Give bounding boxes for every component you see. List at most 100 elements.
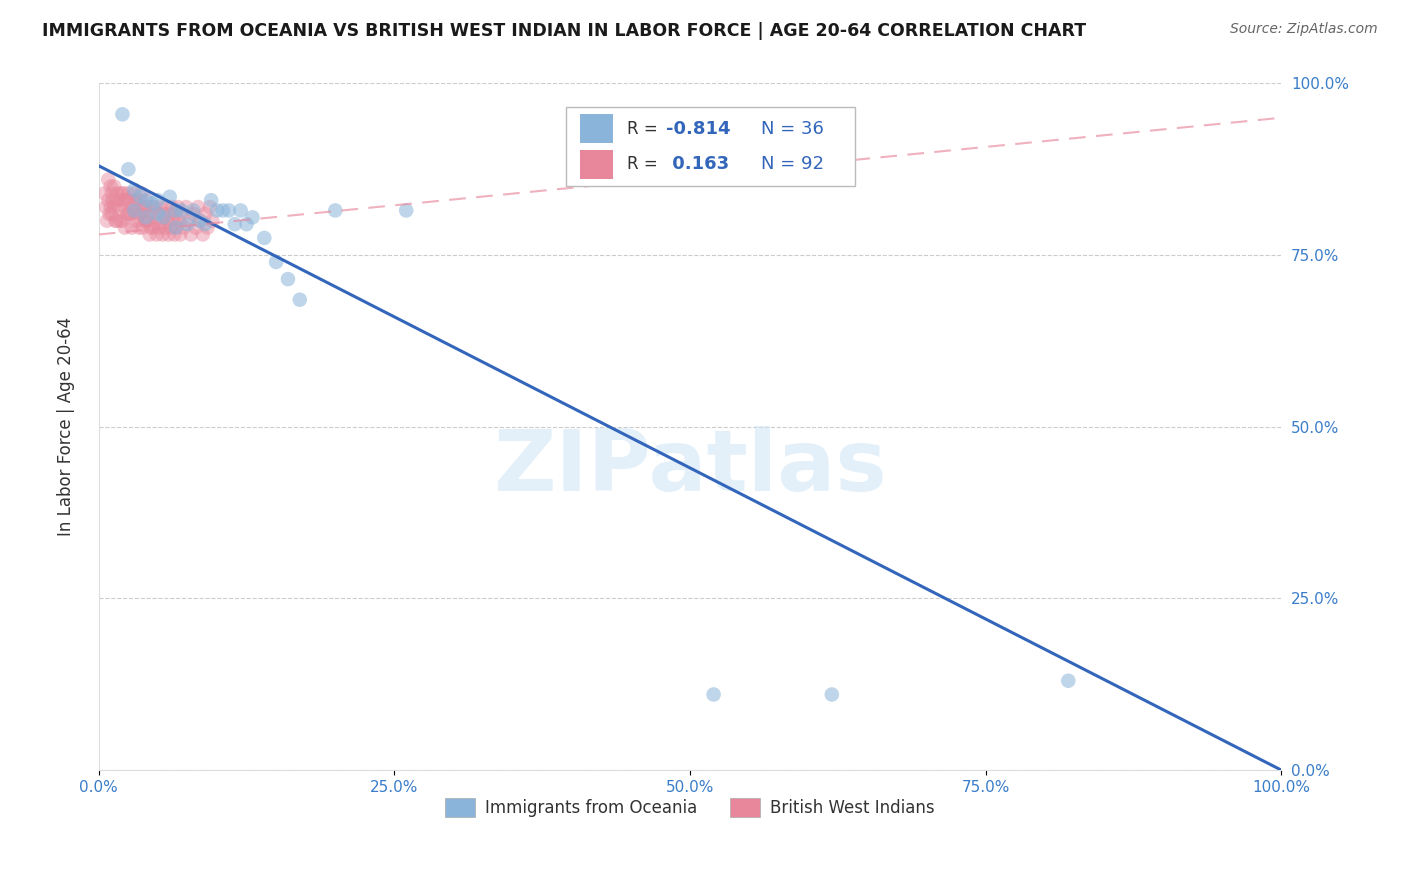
Point [129,190,152,204]
Point [122,183,145,197]
Point [160,220,183,235]
Text: ZIPatlas: ZIPatlas [494,426,887,509]
Point [323,203,346,218]
Point [115,193,138,207]
Point [112,186,135,201]
FancyBboxPatch shape [581,150,613,178]
Point [114,220,136,235]
Text: R =: R = [627,155,664,173]
Point [141,196,163,211]
Point [188,213,211,227]
Point [149,200,172,214]
Text: 0.163: 0.163 [666,155,730,173]
Point [194,217,217,231]
Point [143,200,166,214]
Text: -0.814: -0.814 [666,120,731,137]
Point [122,203,145,218]
Point [176,217,198,231]
Point [205,203,228,218]
FancyBboxPatch shape [581,114,613,143]
Point [218,203,240,218]
Point [108,213,131,227]
Point [114,200,136,214]
Point [146,207,169,221]
Point [131,220,153,235]
Point [191,227,214,242]
Point [170,203,193,218]
Point [194,207,217,221]
Point [197,220,219,235]
Point [105,213,128,227]
FancyBboxPatch shape [565,107,855,186]
Point [124,193,146,207]
Point [141,200,163,214]
Point [160,200,183,214]
Point [277,272,299,286]
Point [111,193,134,207]
Text: Source: ZipAtlas.com: Source: ZipAtlas.com [1230,22,1378,37]
Point [242,211,264,225]
Point [155,200,177,214]
Point [121,220,143,235]
Point [150,213,173,227]
Point [138,213,160,227]
Point [97,193,120,207]
Point [212,203,235,218]
Text: N = 92: N = 92 [761,155,824,173]
Point [132,200,155,214]
Point [142,220,165,235]
Point [165,220,187,235]
Point [135,213,157,227]
Point [153,220,176,235]
Point [129,200,152,214]
Point [131,186,153,201]
Point [107,186,129,201]
Point [115,207,138,221]
Point [98,207,121,221]
Point [184,220,207,235]
Point [96,213,118,227]
Point [127,193,149,207]
Point [136,200,159,214]
Point [104,213,127,227]
Point [94,200,117,214]
Point [110,186,132,201]
Point [183,203,205,218]
Point [128,220,150,235]
Point [146,193,169,207]
Point [145,213,167,227]
Point [153,207,176,221]
Point [105,193,128,207]
Point [135,193,157,207]
Point [146,207,169,221]
Text: R =: R = [627,120,664,137]
Point [134,213,156,227]
Point [111,107,134,121]
Point [229,203,252,218]
Point [111,213,134,227]
Point [139,207,162,221]
Point [173,220,195,235]
Legend: Immigrants from Oceania, British West Indians: Immigrants from Oceania, British West In… [439,791,942,823]
Point [125,213,148,227]
Point [122,186,145,201]
Text: N = 36: N = 36 [761,120,824,137]
Point [166,220,188,235]
Point [395,203,418,218]
Point [180,227,202,242]
Point [200,193,222,207]
Point [117,186,139,201]
Point [138,227,160,242]
Point [167,213,190,227]
Point [187,200,209,214]
Point [122,207,145,221]
Point [253,231,276,245]
Point [190,213,212,227]
Point [120,207,142,221]
Point [165,203,187,218]
Point [117,162,139,177]
Text: IMMIGRANTS FROM OCEANIA VS BRITISH WEST INDIAN IN LABOR FORCE | AGE 20-64 CORREL: IMMIGRANTS FROM OCEANIA VS BRITISH WEST … [42,22,1087,40]
Point [170,207,193,221]
Y-axis label: In Labor Force | Age 20-64: In Labor Force | Age 20-64 [58,318,75,536]
Point [93,186,115,201]
